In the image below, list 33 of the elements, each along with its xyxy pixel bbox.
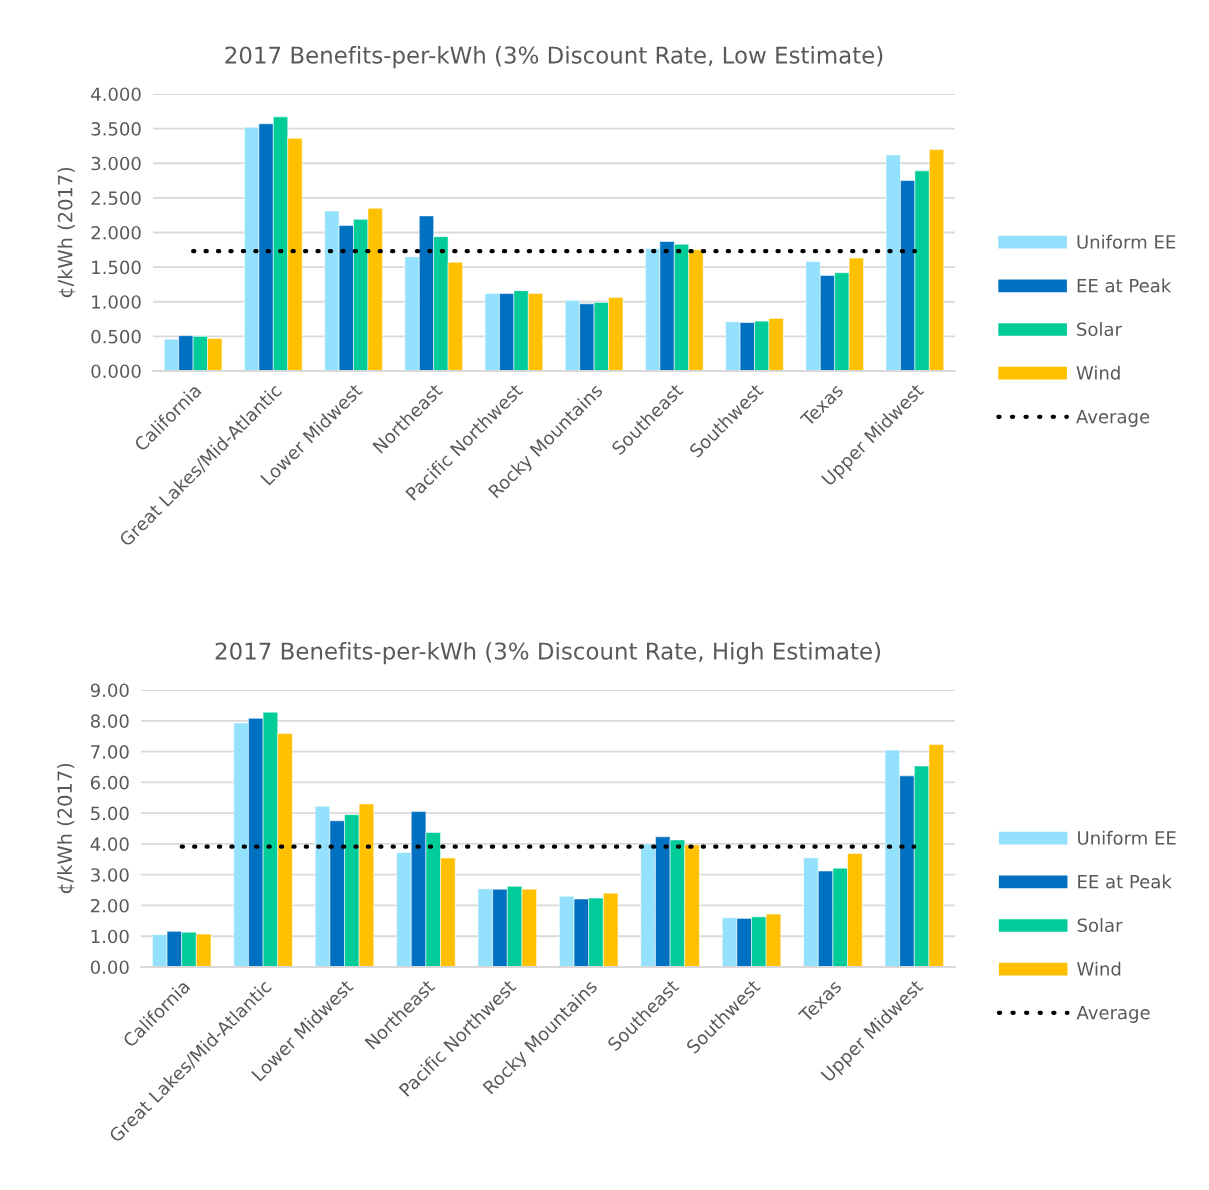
legend-label: Uniform EE [1077,234,1176,249]
chart-title: 2017 Benefits-per-kWh (3% Discount Rate, Low Estimate) [225,46,883,69]
y-tick-label: 6.00 [90,775,129,790]
y-tick-label: 2.500 [91,191,141,205]
legend-label: Wind [1077,961,1121,976]
legend-label: Solar [1077,322,1122,337]
y-axis-title: ¢/kWh (2017) [56,763,75,894]
y-axis-title: ¢/kWh (2017) [57,167,76,298]
y-tick-label: 9.00 [90,683,129,698]
y-tick-label: 1.500 [92,260,141,275]
y-tick-label: 0.500 [91,329,141,344]
y-tick-label: 8.00 [90,714,129,728]
y-tick-label: 0.00 [90,960,129,975]
legend-label: Average [1076,1005,1150,1023]
chart-title: 2017 Benefits-per-kWh (3% Discount Rate, High Estimate) [215,642,881,665]
y-tick-label: 5.00 [91,806,129,821]
legend-label: Wind [1076,365,1120,380]
y-tick-label: 0.000 [91,364,141,379]
legend-label: Average [1076,409,1150,427]
legend-label: EE at Peak [1078,874,1172,889]
legend-label: Solar [1077,918,1123,933]
y-tick-label: 3.000 [91,156,141,171]
y-tick-label: 3.00 [91,868,129,882]
y-tick-label: 4.000 [91,87,141,102]
legend-label: EE at Peak [1077,278,1172,293]
y-tick-label: 1.000 [92,295,141,309]
legend-label: Uniform EE [1078,830,1176,845]
y-tick-label: 7.00 [91,745,129,759]
y-tick-label: 2.00 [91,898,129,913]
y-tick-label: 1.00 [91,929,129,944]
y-tick-label: 4.00 [90,837,129,852]
y-tick-label: 2.000 [91,225,141,240]
y-tick-label: 3.500 [91,122,141,136]
